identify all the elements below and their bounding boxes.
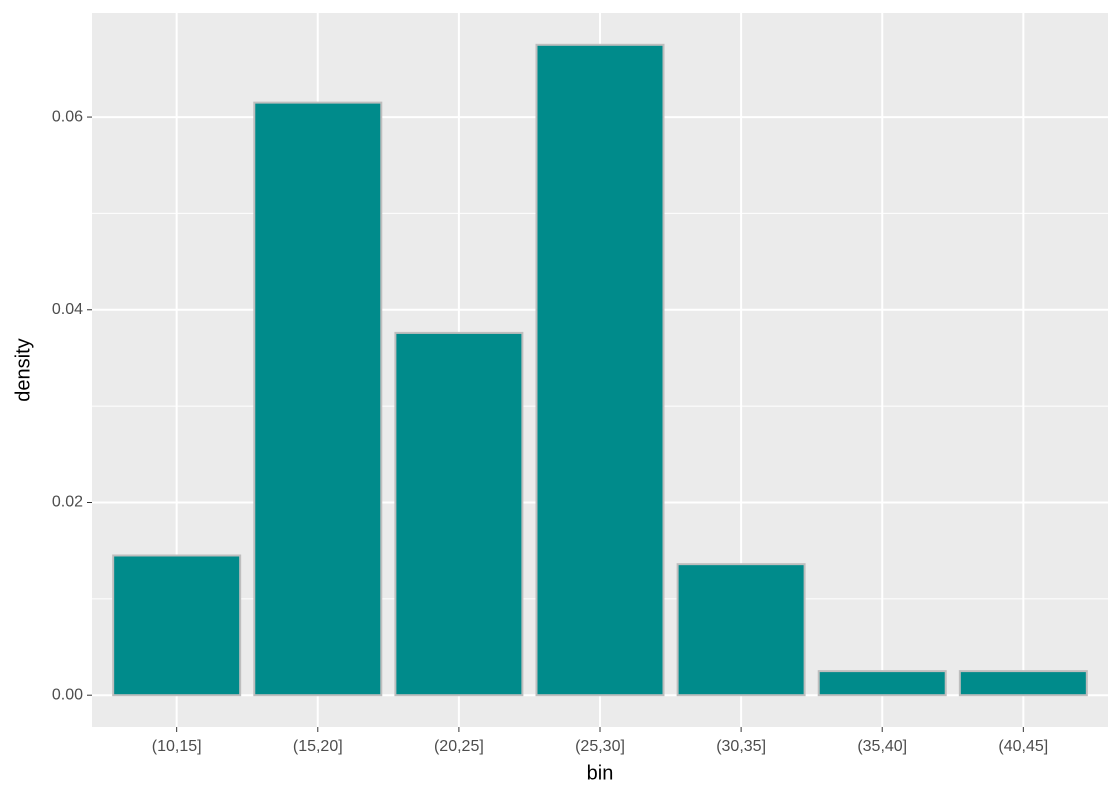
bar (535, 43, 665, 697)
y-axis-title: density (12, 338, 34, 401)
bar (676, 563, 806, 697)
x-tick-label: (35,40] (857, 738, 907, 755)
y-tick-label: 0.02 (52, 494, 83, 511)
x-tick-label: (25,30] (575, 738, 625, 755)
bar (253, 101, 383, 697)
y-tick-label: 0.06 (52, 108, 83, 125)
x-axis-title: bin (587, 762, 614, 784)
y-tick-label: 0.00 (52, 686, 83, 703)
x-tick-label: (20,25] (434, 738, 484, 755)
x-tick-label: (15,20] (293, 738, 343, 755)
bar (817, 670, 947, 697)
bar (394, 331, 524, 697)
bar (958, 670, 1088, 697)
x-tick-label: (40,45] (998, 738, 1048, 755)
bar (112, 554, 242, 697)
y-tick-label: 0.04 (52, 301, 83, 318)
x-tick-label: (10,15] (152, 738, 202, 755)
x-tick-label: (30,35] (716, 738, 766, 755)
